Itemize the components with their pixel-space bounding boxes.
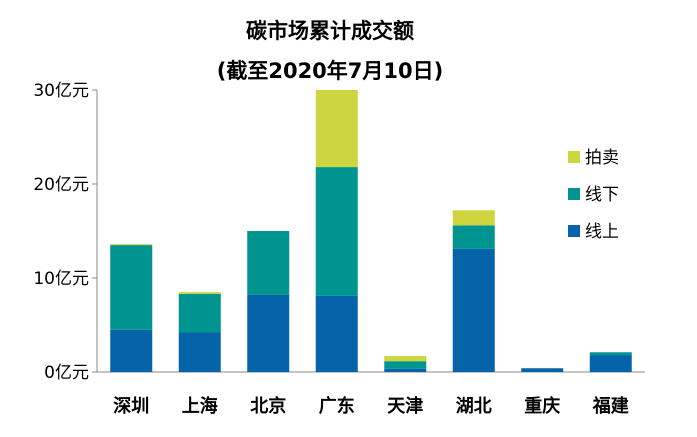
x-tick-label: 天津 (387, 395, 423, 417)
chart-subtitle: (截至2020年7月10日) (217, 59, 443, 83)
bar-线上 (315, 295, 358, 372)
x-tick-label: 重庆 (524, 395, 560, 417)
bar-拍卖 (384, 356, 427, 362)
x-tick-label: 广东 (319, 395, 355, 417)
legend-swatch (568, 225, 580, 237)
bar-线上 (589, 355, 632, 372)
bar-线下 (384, 361, 427, 369)
bar-线上 (521, 368, 564, 372)
y-tick-label: 20亿元 (33, 175, 89, 195)
y-tick-label: 0亿元 (44, 363, 89, 383)
bar-线下 (315, 167, 358, 296)
x-tick-label: 福建 (592, 395, 629, 417)
bar-线上 (384, 368, 427, 372)
x-tick-label: 深圳 (113, 395, 149, 417)
bar-线下 (247, 231, 290, 295)
bar-线上 (452, 248, 495, 372)
bar-拍卖 (315, 90, 358, 168)
legend-swatch (568, 151, 580, 163)
bar-拍卖 (178, 292, 221, 294)
x-tick-label: 北京 (250, 395, 286, 417)
bar-线下 (110, 245, 153, 330)
bar-线上 (178, 332, 221, 372)
bar-拍卖 (452, 210, 495, 226)
y-tick-label: 30亿元 (33, 81, 89, 101)
bar-线下 (452, 225, 495, 249)
x-tick-label: 湖北 (456, 396, 492, 417)
y-tick-label: 10亿元 (33, 269, 89, 289)
bar-线下 (178, 293, 221, 333)
chart-title: 碳市场累计成交额 (246, 19, 414, 43)
legend-label: 线下 (585, 185, 619, 205)
legend-label: 拍卖 (585, 148, 619, 168)
bar-线上 (110, 329, 153, 372)
bar-拍卖 (110, 244, 153, 246)
legend-label: 线上 (585, 222, 619, 242)
legend-swatch (568, 188, 580, 200)
bar-线上 (247, 294, 290, 372)
bar-线下 (589, 352, 632, 356)
x-tick-label: 上海 (182, 395, 218, 417)
